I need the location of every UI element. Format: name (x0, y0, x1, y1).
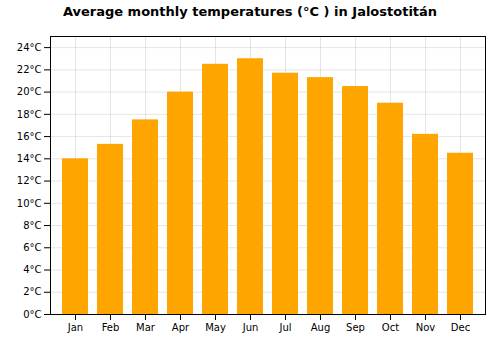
svg-text:8°C: 8°C (23, 220, 41, 231)
svg-text:Jul: Jul (278, 322, 291, 333)
svg-text:22°C: 22°C (17, 64, 42, 75)
svg-text:Oct: Oct (382, 322, 399, 333)
svg-text:Jun: Jun (242, 322, 259, 333)
svg-text:16°C: 16°C (17, 131, 42, 142)
svg-text:Mar: Mar (136, 322, 156, 333)
svg-text:24°C: 24°C (17, 42, 42, 53)
svg-text:10°C: 10°C (17, 198, 42, 209)
svg-text:12°C: 12°C (17, 175, 42, 186)
svg-text:6°C: 6°C (23, 242, 41, 253)
svg-text:May: May (205, 322, 226, 333)
svg-text:Sep: Sep (346, 322, 365, 333)
svg-text:18°C: 18°C (17, 109, 42, 120)
html-text:Average monthly temperatures (: Average monthly temperatures (°C ) in Ja… (62, 4, 438, 19)
svg-text:Apr: Apr (172, 322, 190, 333)
svg-text:20°C: 20°C (17, 86, 42, 97)
svg-text:0°C: 0°C (23, 309, 41, 320)
svg-text:Dec: Dec (451, 322, 470, 333)
svg-text:2°C: 2°C (23, 286, 41, 297)
svg-text:4°C: 4°C (23, 264, 41, 275)
svg-text:Jan: Jan (67, 322, 83, 333)
svg-text:14°C: 14°C (17, 153, 42, 164)
svg-text:Nov: Nov (416, 322, 436, 333)
svg-text:Feb: Feb (102, 322, 120, 333)
svg-text:Aug: Aug (311, 322, 331, 333)
